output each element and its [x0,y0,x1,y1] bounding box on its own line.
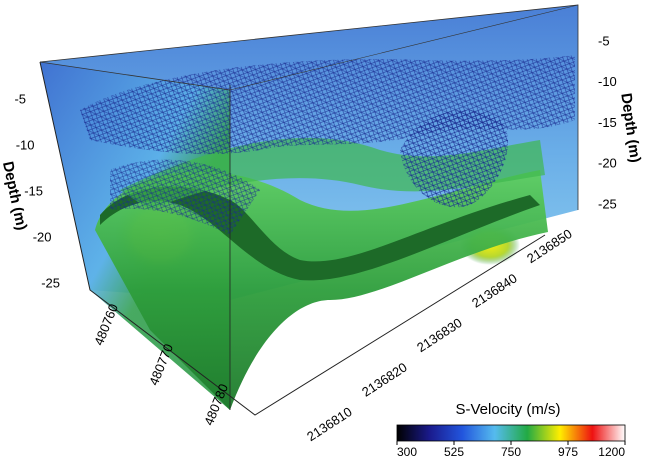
tick-label: -10 [16,137,35,152]
colorbar-tick-label: 750 [501,445,521,459]
colorbar-title: S-Velocity (m/s) [455,401,560,418]
tick-label: -5 [14,91,26,106]
tick-label: 2136820 [359,360,410,400]
tick-label: -5 [598,33,610,48]
tick-label: -15 [598,115,617,130]
colorbar-tick-label: 525 [444,445,464,459]
tick-label: -25 [598,196,617,211]
colorbar-tick-label: 300 [397,445,417,459]
tick-label: 480760 [91,302,121,348]
tick-label: -25 [41,275,60,290]
tick-label: 2136830 [414,315,465,355]
tick-label: 480770 [146,342,176,388]
tick-label: -10 [598,74,617,89]
colorbar [396,424,626,442]
tick-label: -20 [598,156,617,171]
volume-render [39,4,579,416]
depth-axis-title: Depth (m) [617,92,644,164]
colorbar-tick-label: 1200 [598,445,625,459]
tick-label: -15 [24,183,43,198]
tick-label: 2136810 [304,404,355,444]
tick-label: 2136840 [469,271,520,311]
tick-label: -20 [33,229,52,244]
colorbar-tick-label: 975 [558,445,578,459]
